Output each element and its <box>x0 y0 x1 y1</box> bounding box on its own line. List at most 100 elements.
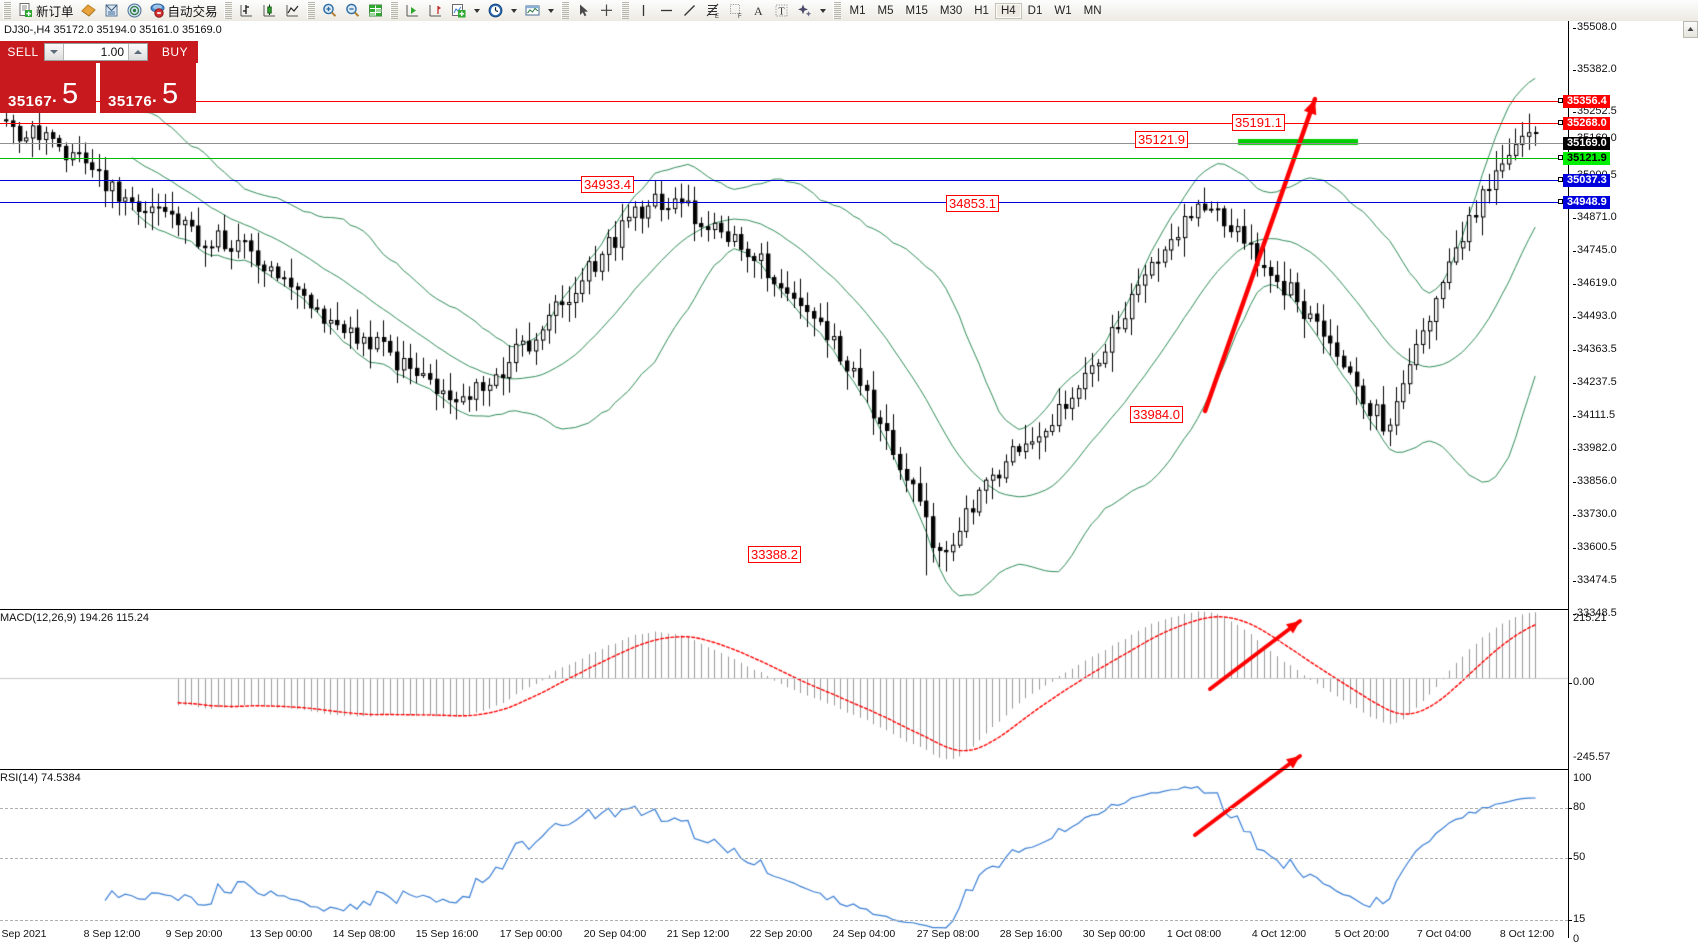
svg-text:A: A <box>754 4 763 18</box>
price-tag-blue[interactable]: 34948.9 <box>1558 196 1610 209</box>
data-window-button[interactable] <box>364 1 387 21</box>
price-level-line[interactable] <box>0 202 1568 203</box>
sell-button[interactable]: SELL <box>0 41 46 63</box>
time-label: 27 Sep 08:00 <box>916 928 980 940</box>
sell-price-cell[interactable]: 35167 . 5 <box>0 63 96 113</box>
timeframe-h4[interactable]: H4 <box>994 2 1022 19</box>
objects-dropdown-caret[interactable] <box>819 8 826 13</box>
timeframe-h1[interactable]: H1 <box>974 4 989 17</box>
time-label: 4 Oct 12:00 <box>1251 928 1307 940</box>
signal-button[interactable] <box>123 1 146 21</box>
price-tag-red[interactable]: 35268.0 <box>1558 117 1610 130</box>
buy-price-integer: 35176 <box>108 93 153 110</box>
timeframe-m1[interactable]: M1 <box>849 4 866 17</box>
time-label: 28 Sep 16:00 <box>999 928 1063 940</box>
volume-value[interactable]: 1.00 <box>100 45 124 59</box>
price-scale[interactable]: 35508.035382.035252.535169.035000.534871… <box>1558 21 1698 921</box>
data-window-icon <box>367 2 384 19</box>
timeframe-d1[interactable]: D1 <box>1027 4 1043 17</box>
price-level-line[interactable] <box>0 158 1568 159</box>
price-tag-blue[interactable]: 35037.3 <box>1558 174 1610 187</box>
bar-chart-button[interactable] <box>235 1 258 21</box>
auto-scroll-button[interactable] <box>424 1 447 21</box>
horizontal-line-button[interactable] <box>655 1 678 21</box>
line-chart-button[interactable] <box>281 1 304 21</box>
equidistant-channel-button[interactable]: F <box>724 1 747 21</box>
vertical-line-button[interactable] <box>632 1 655 21</box>
indicator-tick: 215.21 <box>1573 612 1607 624</box>
add-indicator-button[interactable] <box>447 1 470 21</box>
mailbox-button[interactable] <box>100 1 123 21</box>
timeframe-m30[interactable]: M30 <box>939 4 963 17</box>
timeframe-mn[interactable]: MN <box>1083 4 1102 17</box>
period-button[interactable] <box>484 1 507 21</box>
zoom-in-button[interactable] <box>318 1 341 21</box>
timeframe-m5[interactable]: M5 <box>877 4 894 17</box>
price-tag-handle[interactable] <box>1558 155 1563 160</box>
fibonacci-button[interactable]: E <box>701 1 724 21</box>
new-order-icon <box>17 2 34 19</box>
price-tag-handle[interactable] <box>1558 98 1563 103</box>
equidistant-icon: F <box>727 2 744 20</box>
trendline-icon <box>681 2 698 19</box>
volume-input[interactable]: 1.00 <box>44 43 148 61</box>
price-level-line[interactable] <box>0 123 1568 124</box>
chart-price-label[interactable]: 33984.0 <box>1130 406 1183 423</box>
templates-button[interactable] <box>521 1 544 21</box>
crosshair-button[interactable] <box>595 1 618 21</box>
new-order-button[interactable]: 新订单 <box>14 1 77 21</box>
price-tick: 35382.0 <box>1573 63 1617 75</box>
chart-price-label[interactable]: 35121.9 <box>1135 131 1188 148</box>
chart-window[interactable]: DJ30-,H4 35172.0 35194.0 35161.0 35169.0… <box>0 21 1698 945</box>
volume-decrement-button[interactable] <box>45 44 64 60</box>
templates-dropdown-caret[interactable] <box>547 8 554 13</box>
period-dropdown-caret[interactable] <box>510 8 517 13</box>
macd-label: MACD(12,26,9) 194.26 115.24 <box>0 612 149 624</box>
price-tag-handle[interactable] <box>1558 120 1563 125</box>
chart-price-label[interactable]: 35191.1 <box>1232 114 1285 131</box>
chart-price-label[interactable]: 34933.4 <box>581 176 634 193</box>
objects-button[interactable] <box>793 1 816 21</box>
chart-canvas[interactable] <box>0 21 1698 941</box>
volume-increment-button[interactable] <box>128 44 147 60</box>
price-level-line[interactable] <box>0 143 1568 144</box>
one-click-trading-panel[interactable]: SELL 1.00 BUY 35167 . 5 35176 . 5 <box>0 41 198 113</box>
candlestick-chart-button[interactable] <box>258 1 281 21</box>
price-tick: 33982.0 <box>1573 442 1617 454</box>
chart-price-label[interactable]: 34853.1 <box>946 195 999 212</box>
price-tick: 34619.0 <box>1573 277 1617 289</box>
toolbar-separator <box>620 2 629 19</box>
price-tag-green[interactable]: 35121.9 <box>1558 152 1610 165</box>
time-scale[interactable]: Sep 2021 8 Sep 12:00 9 Sep 20:00 13 Sep 00:… <box>0 927 1698 941</box>
buy-button[interactable]: BUY <box>152 41 198 63</box>
sell-price-integer: 35167 <box>8 93 53 110</box>
shift-end-button[interactable] <box>401 1 424 21</box>
chart-price-label[interactable]: 33388.2 <box>748 546 801 563</box>
zoom-out-button[interactable] <box>341 1 364 21</box>
template-icon <box>80 2 97 19</box>
price-tick: 35252.5 <box>1573 105 1617 117</box>
price-level-line[interactable] <box>0 180 1568 181</box>
price-level-line[interactable] <box>0 101 1568 102</box>
price-tag-handle[interactable] <box>1558 199 1563 204</box>
template-button[interactable] <box>77 1 100 21</box>
auto-trading-button[interactable]: 自动交易 <box>146 1 221 21</box>
svg-text:T: T <box>778 7 784 18</box>
time-label: 24 Sep 04:00 <box>832 928 896 940</box>
time-label: 15 Sep 16:00 <box>415 928 479 940</box>
timeframe-w1[interactable]: W1 <box>1054 4 1072 17</box>
trendline-button[interactable] <box>678 1 701 21</box>
cursor-button[interactable] <box>572 1 595 21</box>
price-tag-red[interactable]: 35356.4 <box>1558 95 1610 108</box>
text-button[interactable]: A <box>747 1 770 21</box>
price-tag-black[interactable]: 35169.0 <box>1563 137 1610 150</box>
buy-price-cell[interactable]: 35176 . 5 <box>100 63 196 113</box>
price-tag-handle[interactable] <box>1558 177 1563 182</box>
text-icon: A <box>750 2 767 19</box>
time-label: 22 Sep 20:00 <box>749 928 813 940</box>
add-indicator-dropdown-caret[interactable] <box>473 8 480 13</box>
label-button[interactable]: T <box>770 1 793 21</box>
time-label: 1 Oct 08:00 <box>1166 928 1222 940</box>
label-icon: T <box>773 2 790 19</box>
timeframe-m15[interactable]: M15 <box>905 4 928 17</box>
